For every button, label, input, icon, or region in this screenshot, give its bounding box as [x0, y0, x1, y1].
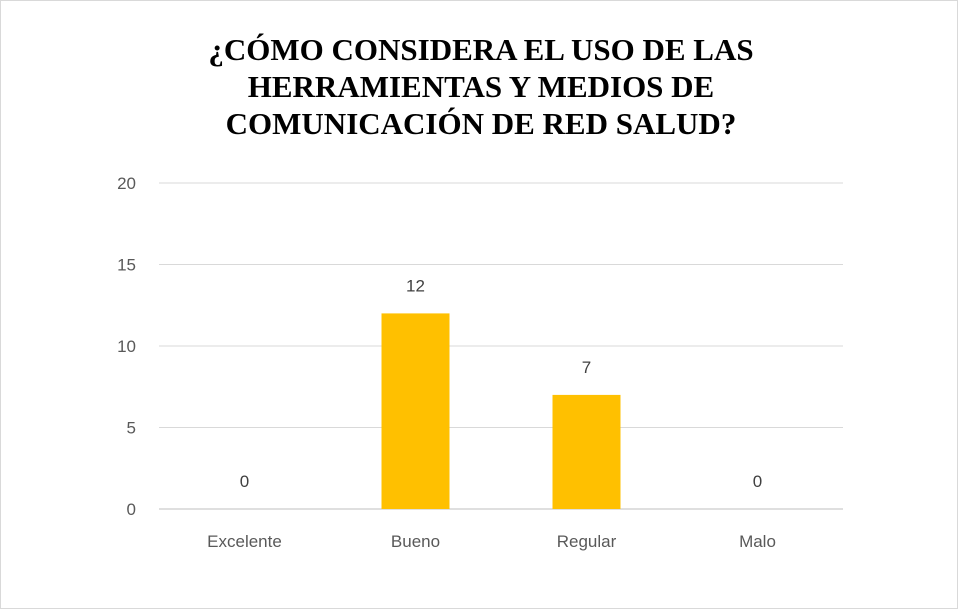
x-category-label: Malo [739, 532, 776, 551]
data-label: 12 [406, 276, 425, 295]
y-tick-label: 15 [117, 256, 136, 275]
data-label: 0 [240, 472, 249, 491]
y-tick-label: 5 [127, 419, 136, 438]
y-tick-label: 0 [127, 500, 136, 519]
bar-regular [552, 394, 621, 509]
y-tick-label: 20 [117, 174, 136, 193]
data-label: 7 [582, 358, 591, 377]
chart-title: ¿CÓMO CONSIDERA EL USO DE LAS HERRAMIENT… [208, 32, 754, 141]
x-category-label: Regular [557, 532, 617, 551]
x-category-label: Bueno [391, 532, 440, 551]
data-label: 0 [753, 472, 762, 491]
x-category-label: Excelente [207, 532, 282, 551]
y-tick-label: 10 [117, 337, 136, 356]
bar-bueno [381, 313, 450, 509]
